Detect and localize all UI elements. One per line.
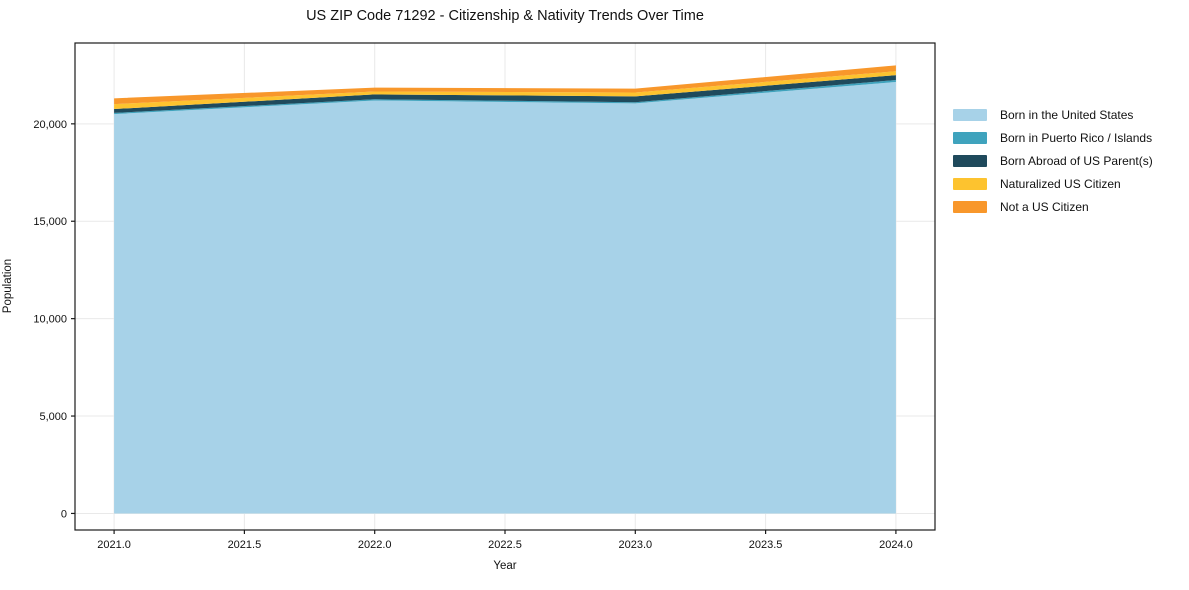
area-series-4 xyxy=(114,65,896,105)
legend-item: Born Abroad of US Parent(s) xyxy=(953,149,1153,172)
legend-item: Born in Puerto Rico / Islands xyxy=(953,126,1153,149)
legend-swatch-not-citizen xyxy=(953,200,987,213)
legend-swatch-puerto-rico xyxy=(953,131,987,144)
y-axis-label: Population xyxy=(2,258,14,314)
legend: Born in the United States Born in Puerto… xyxy=(953,103,1153,218)
legend-item: Not a US Citizen xyxy=(953,195,1153,218)
legend-label: Naturalized US Citizen xyxy=(1000,176,1121,191)
x-tick-label: 2021.5 xyxy=(228,539,262,551)
y-tick-label: 5,000 xyxy=(39,411,67,423)
x-tick-label: 2021.0 xyxy=(97,539,131,551)
x-tick-label: 2023.0 xyxy=(618,539,652,551)
legend-label: Born in the United States xyxy=(1000,107,1134,122)
x-tick-label: 2023.5 xyxy=(749,539,783,551)
chart-title: US ZIP Code 71292 - Citizenship & Nativi… xyxy=(306,8,704,24)
legend-label: Born in Puerto Rico / Islands xyxy=(1000,130,1153,145)
y-tick-label: 20,000 xyxy=(33,119,67,131)
legend-swatch-naturalized xyxy=(953,177,987,190)
y-tick-label: 15,000 xyxy=(33,216,67,228)
x-tick-label: 2022.0 xyxy=(358,539,392,551)
legend-label: Not a US Citizen xyxy=(1000,199,1089,214)
y-tick-label: 0 xyxy=(61,508,67,520)
legend-label: Born Abroad of US Parent(s) xyxy=(1000,153,1153,168)
x-tick-label: 2022.5 xyxy=(488,539,522,551)
legend-swatch-born-abroad xyxy=(953,154,987,167)
area-series-0 xyxy=(114,81,896,514)
legend-swatch-born-us xyxy=(953,108,987,121)
y-tick-label: 10,000 xyxy=(33,314,67,326)
legend-item: Born in the United States xyxy=(953,103,1153,126)
legend-item: Naturalized US Citizen xyxy=(953,172,1153,195)
x-axis-label: Year xyxy=(493,560,517,572)
x-tick-label: 2024.0 xyxy=(879,539,913,551)
